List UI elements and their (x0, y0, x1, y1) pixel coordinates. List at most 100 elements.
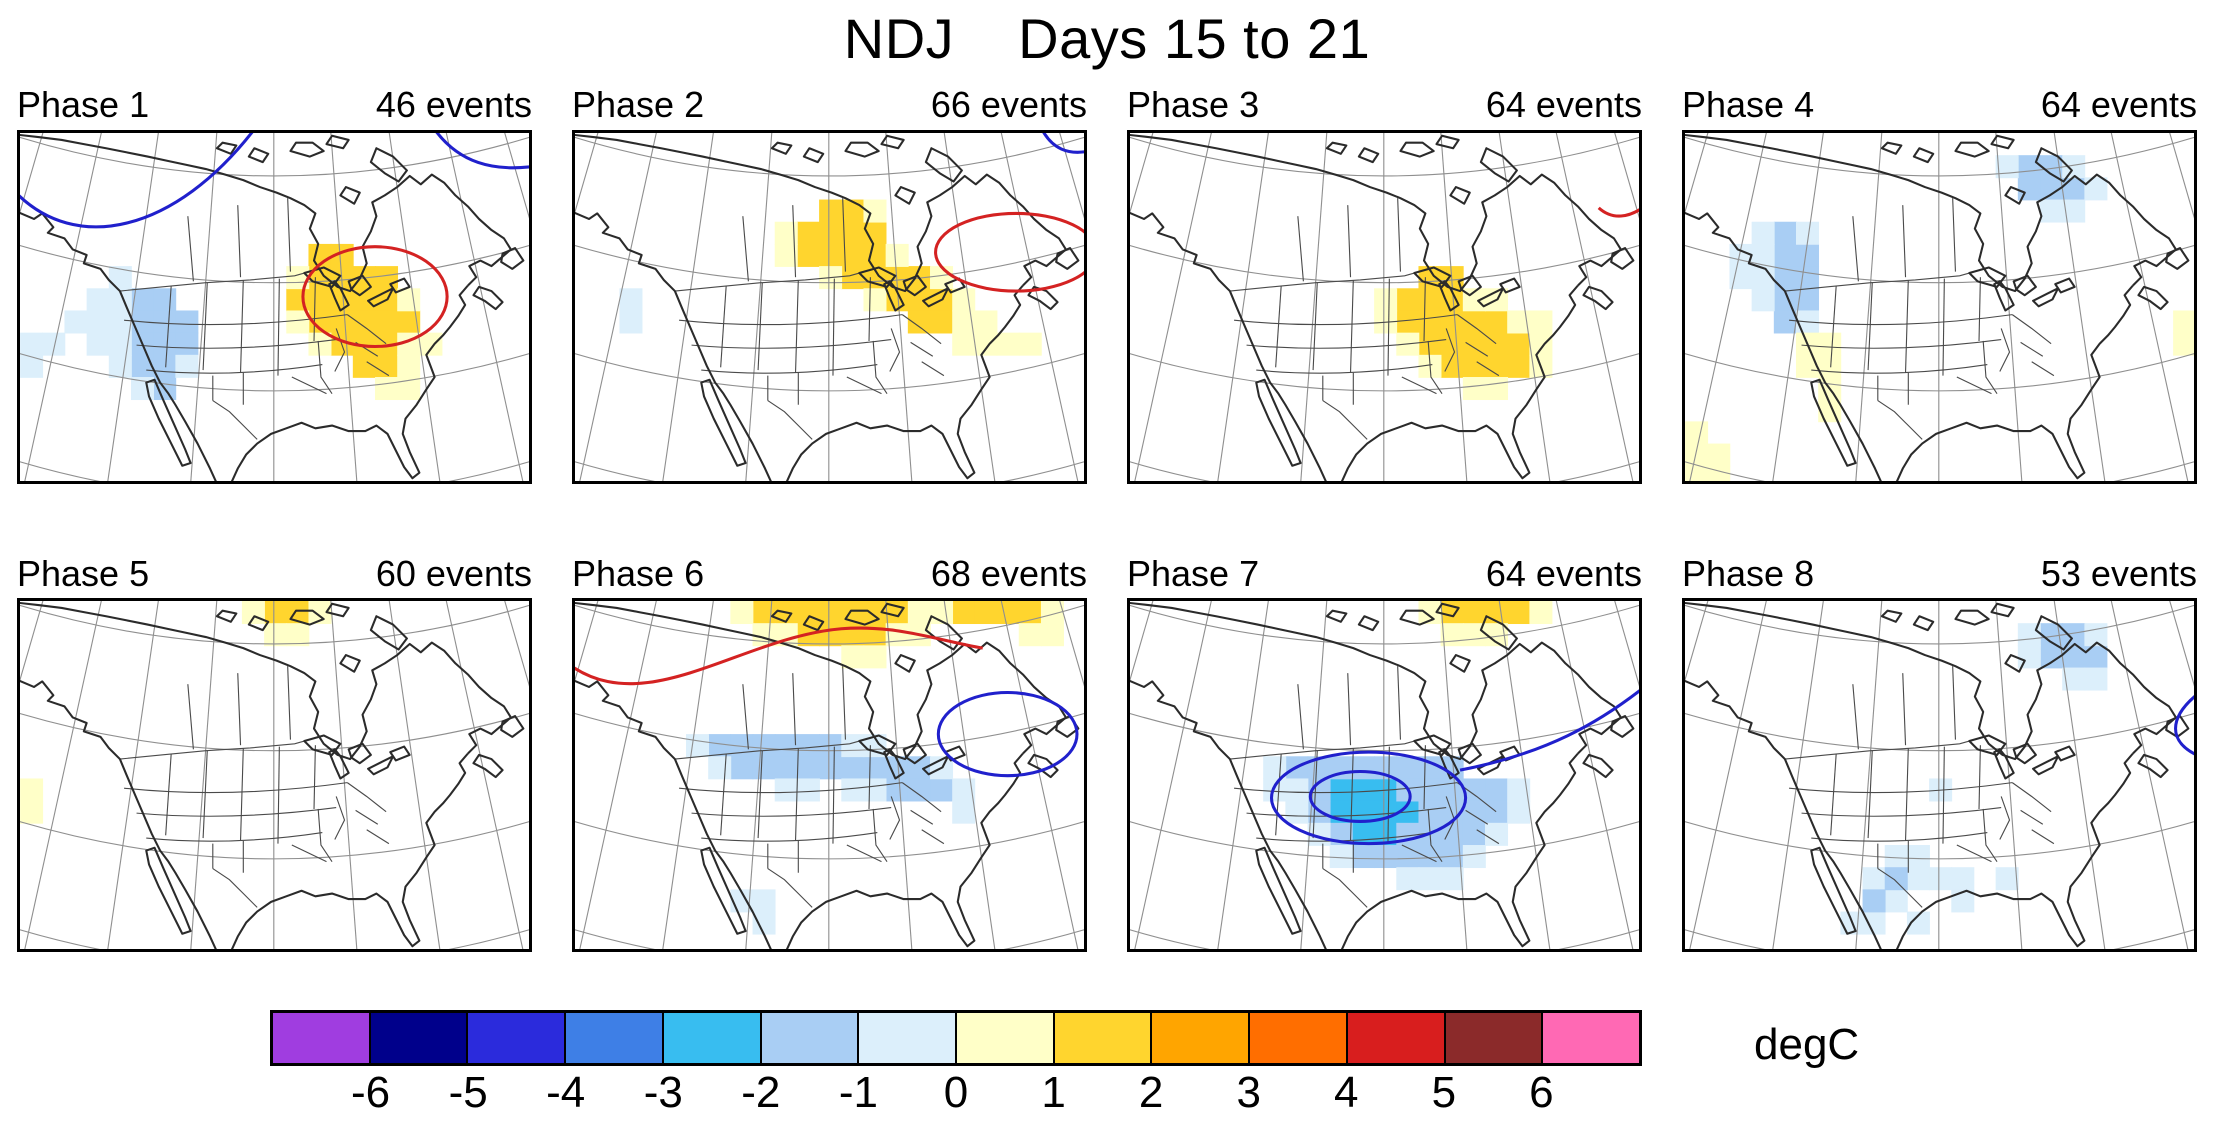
phase-label: Phase 4 (1682, 84, 1815, 125)
anomaly-cells (619, 199, 1042, 356)
phase-map (1682, 129, 2197, 484)
colorbar-segment (370, 1013, 469, 1064)
phase-map (572, 598, 1087, 953)
state-borders (1229, 666, 1500, 908)
colorbar-block: -6 -5 -4 -3 -2 -1 0 1 2 3 4 5 6 (270, 1010, 1642, 1118)
panel-header: Phase 6 68 events (572, 552, 1087, 594)
map-svg (1685, 132, 2194, 481)
colorbar-segment (1347, 1013, 1446, 1064)
panel-header: Phase 2 66 events (572, 85, 1087, 125)
events-count: 53 events (2040, 552, 2197, 594)
colorbar-segment (957, 1013, 1055, 1064)
state-borders (674, 666, 945, 908)
panel-header: Phase 8 53 events (1682, 552, 2197, 594)
graticule (20, 132, 529, 481)
anomaly-cells (20, 243, 443, 400)
colorbar-tick: 4 (1334, 1068, 1359, 1118)
significance-contours (1269, 689, 1639, 846)
colorbar-segment (468, 1013, 567, 1064)
phase-map (1127, 598, 1642, 953)
graticule (575, 132, 1084, 481)
graticule (1685, 132, 2194, 481)
significance-contours (934, 132, 1084, 293)
colorbar-segment (1250, 1013, 1348, 1064)
panel-header: Phase 4 64 events (1682, 85, 2197, 125)
coastlines (1685, 602, 2190, 950)
phase-label: Phase 6 (572, 552, 705, 594)
anomaly-cells (686, 601, 1064, 935)
anomaly-cells (20, 601, 332, 824)
colorbar-tick: -3 (643, 1068, 683, 1118)
phase-label: Phase 2 (572, 84, 705, 125)
colorbar-segment (273, 1013, 371, 1064)
colorbar-row: -6 -5 -4 -3 -2 -1 0 1 2 3 4 5 6 degC (270, 1010, 2214, 1118)
colorbar-tick: -5 (448, 1068, 488, 1118)
state-borders (1229, 197, 1500, 440)
coastlines (20, 133, 525, 481)
map-svg (1685, 601, 2194, 950)
map-svg (575, 132, 1084, 481)
colorbar-tick: -6 (351, 1068, 391, 1118)
significance-contours (2174, 695, 2194, 756)
map-svg (20, 601, 529, 950)
events-count: 46 events (375, 84, 532, 125)
colorbar-tick: 1 (1041, 1068, 1066, 1118)
phase-panel: Phase 5 60 events (17, 552, 532, 953)
state-borders (119, 666, 390, 908)
colorbar-tick: 6 (1529, 1068, 1554, 1118)
colorbar-tick: 5 (1431, 1068, 1457, 1118)
phase-map (572, 129, 1087, 484)
phase-label: Phase 1 (17, 84, 150, 125)
events-count: 60 events (375, 552, 532, 594)
colorbar-tick: 3 (1236, 1068, 1261, 1118)
phase-label: Phase 8 (1682, 552, 1815, 594)
phase-panel: Phase 7 64 events (1127, 552, 1642, 953)
phase-panel: Phase 6 68 events (572, 552, 1087, 953)
graticule (20, 601, 529, 950)
phase-label: Phase 5 (17, 552, 150, 594)
panel-header: Phase 3 64 events (1127, 85, 1642, 125)
state-borders (1784, 197, 2055, 440)
panel-header: Phase 5 60 events (17, 552, 532, 594)
events-count: 66 events (930, 84, 1087, 125)
colorbar-segment (1543, 1013, 1640, 1064)
anomaly-cells (1263, 601, 1553, 891)
phase-map (17, 598, 532, 953)
colorbar-segment (761, 1013, 860, 1064)
state-borders (674, 197, 945, 440)
anomaly-cells (1840, 623, 2108, 935)
significance-contours (575, 626, 1079, 778)
colorbar-tick: -4 (546, 1068, 586, 1118)
panel-header: Phase 7 64 events (1127, 552, 1642, 594)
colorbar-tick: 0 (943, 1068, 969, 1118)
phase-panel: Phase 3 64 events (1127, 85, 1642, 484)
colorbar-tick: 2 (1138, 1068, 1164, 1118)
phase-map (1682, 598, 2197, 953)
colorbar-segment (1152, 1013, 1251, 1064)
figure-title: NDJ Days 15 to 21 (0, 0, 2214, 71)
title-season: NDJ (843, 7, 955, 70)
events-count: 64 events (1485, 552, 1642, 594)
coastlines (1130, 133, 1635, 481)
phase-label: Phase 3 (1127, 84, 1260, 125)
state-borders (1784, 666, 2055, 908)
significance-contours (1597, 206, 1639, 218)
phase-panel: Phase 1 46 events (17, 85, 532, 484)
colorbar-segment (1445, 1013, 1544, 1064)
coastlines (575, 133, 1080, 481)
colorbar-tick: -2 (741, 1068, 781, 1118)
colorbar-segment (1054, 1013, 1153, 1064)
phase-map (17, 129, 532, 484)
map-svg (1130, 132, 1639, 481)
colorbar-tick-labels: -6 -5 -4 -3 -2 -1 0 1 2 3 4 5 6 (270, 1066, 1642, 1118)
coastlines (20, 602, 525, 950)
map-svg (575, 601, 1084, 950)
phase-map (1127, 129, 1642, 484)
phase-label: Phase 7 (1127, 552, 1260, 594)
phase-panel: Phase 4 64 events (1682, 85, 2197, 484)
map-svg (1130, 601, 1639, 950)
phase-panel: Phase 2 66 events (572, 85, 1087, 484)
events-count: 64 events (2040, 84, 2197, 125)
coastlines (1685, 133, 2190, 481)
